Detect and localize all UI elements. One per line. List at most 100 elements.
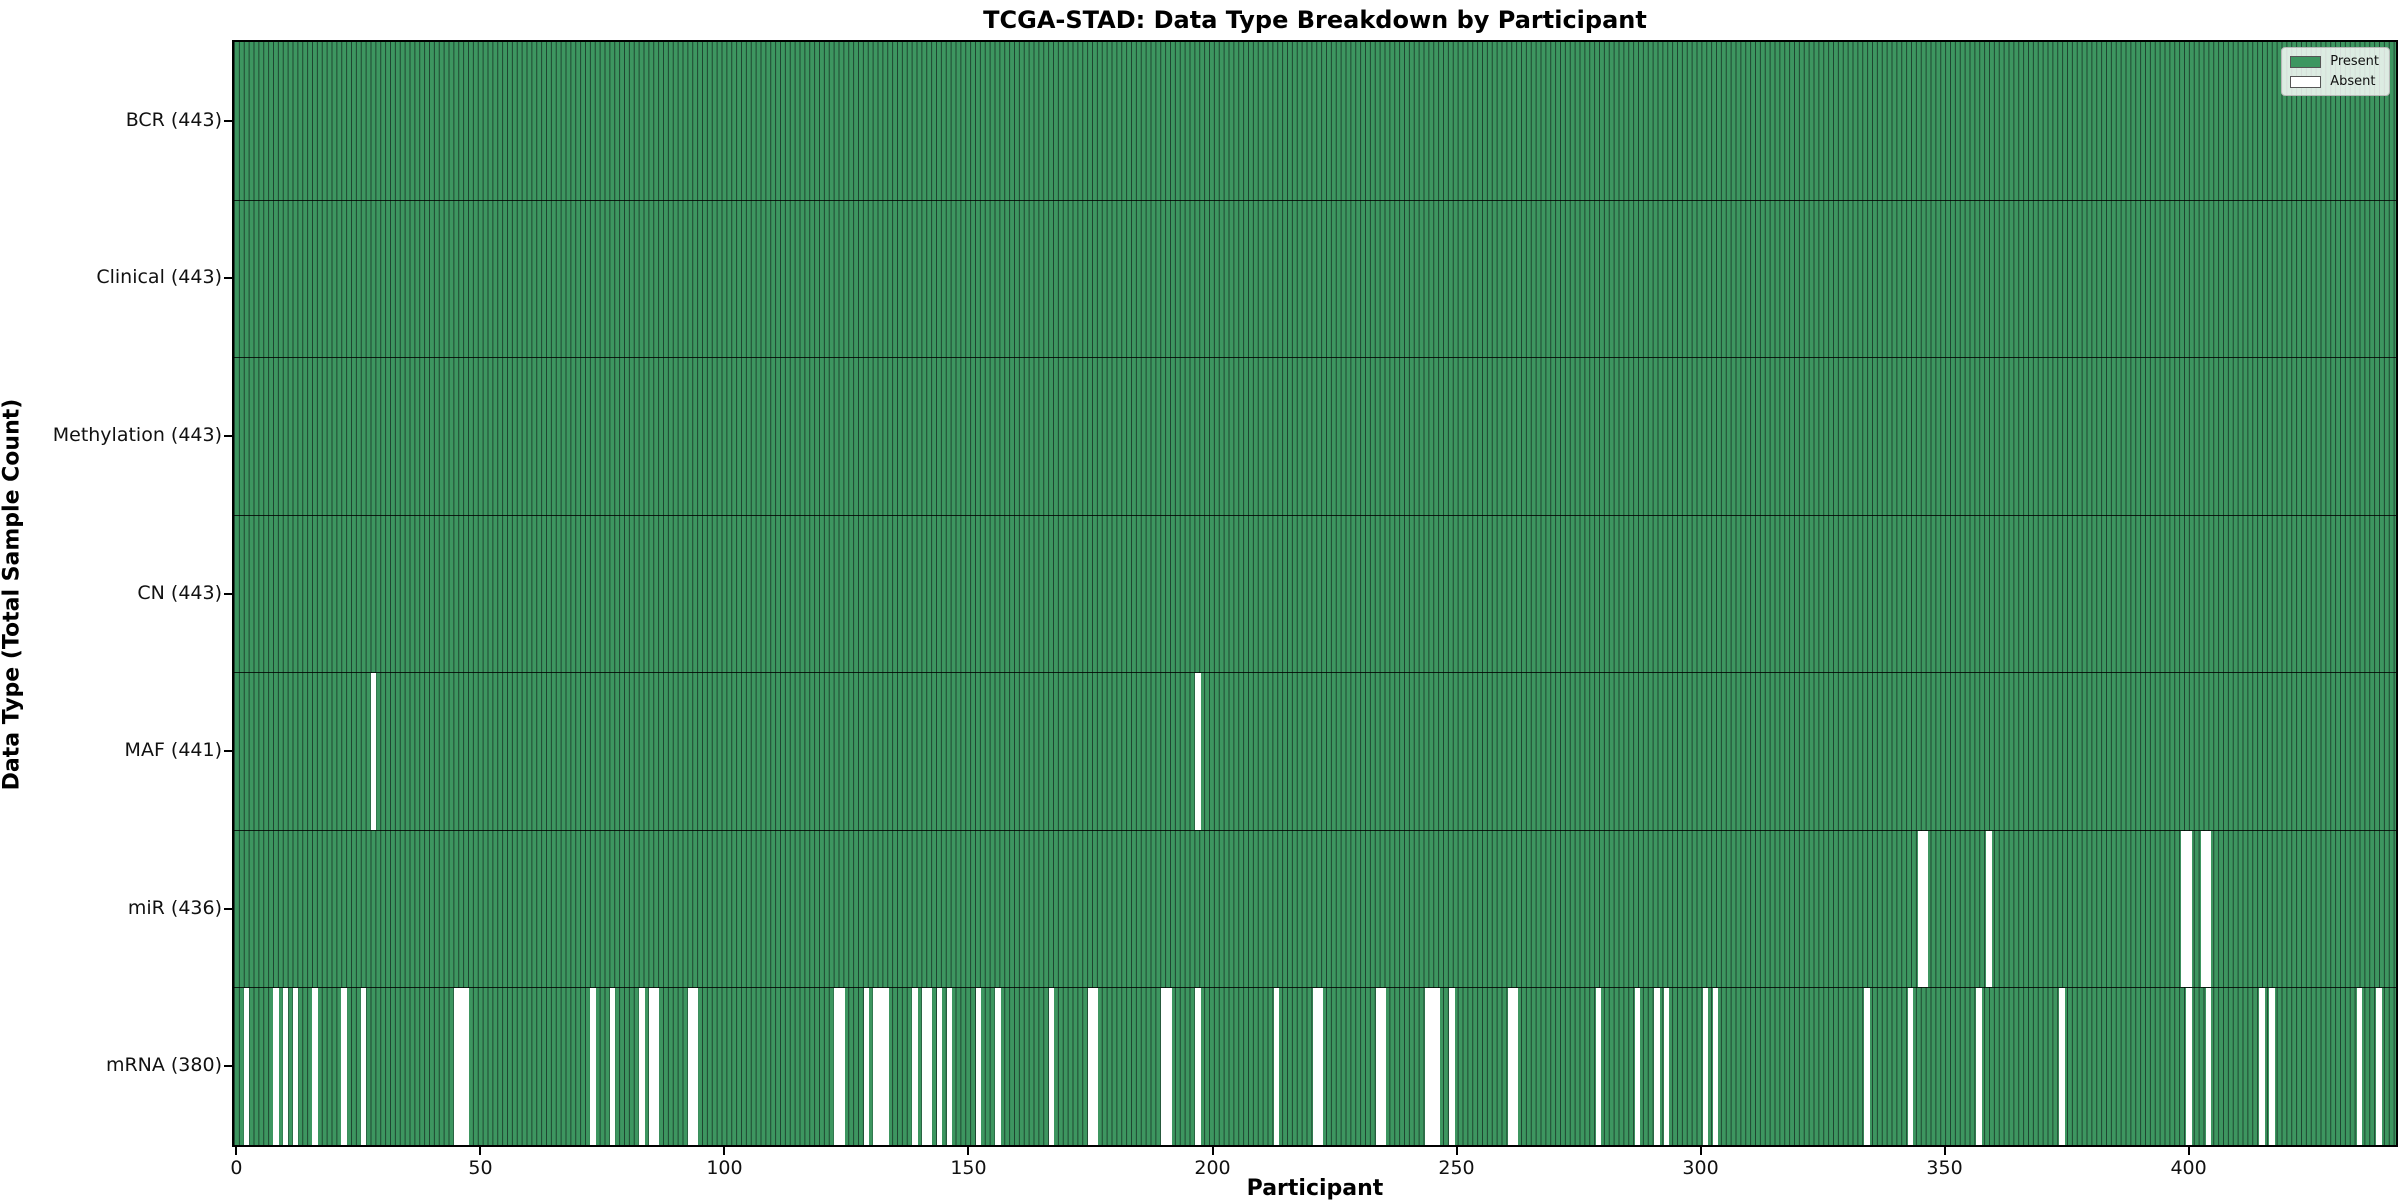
absent-bar — [995, 988, 1001, 1145]
x-tick-mark — [2187, 1147, 2190, 1155]
y-tick-mark — [224, 434, 232, 437]
y-tick-label: CN (443) — [137, 581, 222, 604]
x-tick-mark — [1211, 1147, 1214, 1155]
x-tick-mark — [967, 1147, 970, 1155]
absent-bar — [1317, 988, 1323, 1145]
x-tick-mark — [1943, 1147, 1946, 1155]
absent-bar — [1634, 988, 1641, 1145]
row-Clinical — [234, 199, 2396, 358]
x-tick-label: 50 — [468, 1157, 493, 1179]
absent-bar — [883, 988, 889, 1145]
absent-bar — [1273, 988, 1279, 1145]
absent-bar — [292, 988, 299, 1145]
x-tick-label: 300 — [1682, 1157, 1719, 1179]
absent-bar — [463, 988, 469, 1145]
y-tick-label: miR (436) — [127, 896, 222, 919]
absent-bar — [946, 988, 952, 1145]
absent-bar — [1424, 988, 1431, 1145]
legend-absent-swatch — [2290, 75, 2322, 88]
absent-bar — [1088, 988, 1094, 1145]
absent-bar — [1976, 988, 1982, 1145]
absent-bar — [1195, 988, 1201, 1145]
absent-bar — [370, 673, 377, 830]
y-tick-label: Methylation (443) — [52, 423, 222, 446]
absent-bar — [1049, 988, 1055, 1145]
legend-present-label: Present — [2330, 54, 2379, 69]
absent-bar — [1161, 988, 1167, 1145]
legend-absent-label: Absent — [2330, 74, 2376, 89]
x-tick-label: 400 — [2170, 1157, 2207, 1179]
absent-bar — [1512, 988, 1519, 1145]
x-tick-mark — [235, 1147, 238, 1155]
absent-bar — [927, 988, 933, 1145]
absent-bar — [873, 988, 879, 1145]
x-tick-mark — [1455, 1147, 1458, 1155]
absent-bar — [2059, 988, 2065, 1145]
absent-bar — [2200, 830, 2207, 988]
absent-bar — [1922, 830, 1929, 988]
x-tick-mark — [479, 1147, 482, 1155]
x-axis-label: Participant — [1246, 1176, 1384, 1200]
absent-bar — [282, 988, 289, 1145]
row-Methylation — [234, 357, 2396, 515]
absent-bar — [2181, 830, 2187, 988]
absent-bar — [639, 988, 645, 1145]
plot-area: Present Absent — [232, 40, 2398, 1147]
y-tick-label: mRNA (380) — [105, 1054, 222, 1077]
x-tick-label: 150 — [950, 1157, 987, 1179]
y-tick-mark — [224, 277, 232, 280]
absent-bar — [1907, 988, 1914, 1145]
absent-bar — [458, 988, 464, 1145]
y-tick-mark — [224, 1065, 232, 1068]
absent-bar — [878, 988, 884, 1145]
absent-bar — [1092, 988, 1099, 1145]
y-tick-label: Clinical (443) — [96, 266, 222, 289]
absent-bar — [2186, 830, 2192, 988]
absent-bar — [839, 988, 845, 1145]
row-BCR — [234, 42, 2396, 200]
absent-bar — [2376, 988, 2382, 1145]
absent-bar — [1380, 988, 1387, 1145]
y-tick-label: MAF (441) — [124, 739, 222, 762]
absent-bar — [863, 988, 870, 1145]
absent-bar — [1654, 988, 1660, 1145]
x-tick-label: 200 — [1194, 1157, 1231, 1179]
legend-present-swatch — [2290, 55, 2322, 68]
absent-bar — [692, 988, 699, 1145]
x-tick-label: 350 — [1926, 1157, 1963, 1179]
x-tick-label: 100 — [706, 1157, 743, 1179]
absent-bar — [1312, 988, 1319, 1145]
absent-bar — [687, 988, 694, 1145]
absent-bar — [1429, 988, 1436, 1145]
y-tick-mark — [224, 592, 232, 595]
y-tick-mark — [224, 750, 232, 753]
row-miR — [234, 829, 2396, 988]
absent-bar — [2186, 988, 2192, 1145]
absent-bar — [312, 988, 318, 1145]
absent-bar — [1166, 988, 1172, 1145]
absent-bar — [341, 988, 347, 1145]
row-MAF — [234, 672, 2396, 830]
absent-bar — [1449, 988, 1455, 1145]
x-tick-label: 0 — [230, 1157, 243, 1179]
absent-bar — [1507, 988, 1514, 1145]
absent-bar — [1702, 988, 1709, 1145]
absent-bar — [590, 988, 596, 1145]
absent-bar — [936, 988, 943, 1145]
absent-bar — [1917, 830, 1924, 988]
absent-bar — [273, 988, 279, 1145]
absent-bar — [2269, 988, 2275, 1145]
absent-bar — [1595, 988, 1602, 1145]
absent-bar — [2259, 988, 2265, 1145]
x-tick-mark — [723, 1147, 726, 1155]
y-tick-label: BCR (443) — [125, 108, 222, 131]
absent-bar — [2356, 988, 2363, 1145]
legend: Present Absent — [2281, 47, 2390, 96]
row-mRNA — [234, 987, 2396, 1145]
absent-bar — [1434, 988, 1441, 1145]
x-tick-label: 250 — [1438, 1157, 1475, 1179]
y-tick-mark — [224, 119, 232, 122]
legend-item-absent: Absent — [2290, 75, 2379, 88]
y-tick-mark — [224, 907, 232, 910]
